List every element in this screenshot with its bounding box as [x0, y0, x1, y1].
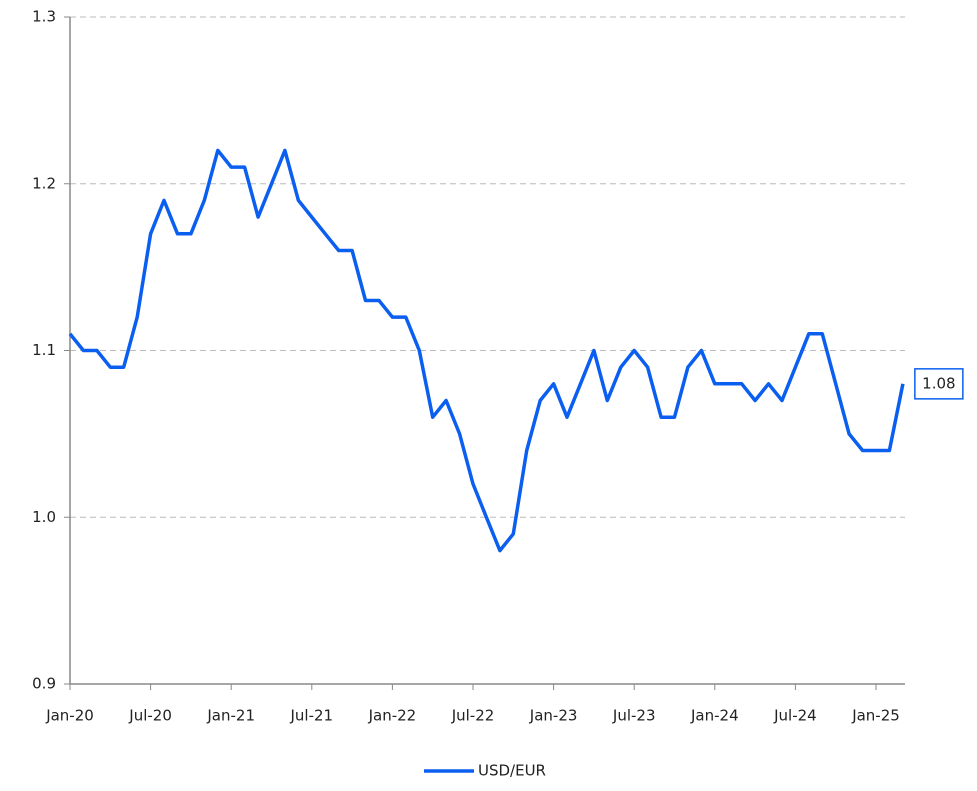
y-tick-label: 1.1	[32, 341, 56, 359]
y-tick-label: 1.3	[32, 8, 56, 26]
y-tick-label: 1.2	[32, 174, 56, 192]
y-tick-label: 0.9	[32, 675, 56, 693]
x-tick-label: Jul-23	[612, 707, 656, 725]
x-tick-label: Jan-24	[690, 707, 739, 725]
x-tick-label: Jul-21	[289, 707, 333, 725]
x-tick-label: Jul-20	[128, 707, 172, 725]
end-label-box	[914, 368, 964, 400]
legend-label: USD/EUR	[478, 762, 546, 780]
x-tick-label: Jul-24	[773, 707, 817, 725]
end-label: 1.08	[922, 374, 955, 392]
x-tick-label: Jan-25	[851, 707, 900, 725]
y-tick-label: 1.0	[32, 508, 56, 526]
x-tick-label: Jan-22	[368, 707, 417, 725]
x-tick-label: Jan-21	[206, 707, 255, 725]
x-tick-label: Jul-22	[451, 707, 495, 725]
line	[68, 148, 905, 553]
x-tick-label: Jan-20	[45, 707, 94, 725]
x-tick-label: Jan-23	[529, 707, 578, 725]
